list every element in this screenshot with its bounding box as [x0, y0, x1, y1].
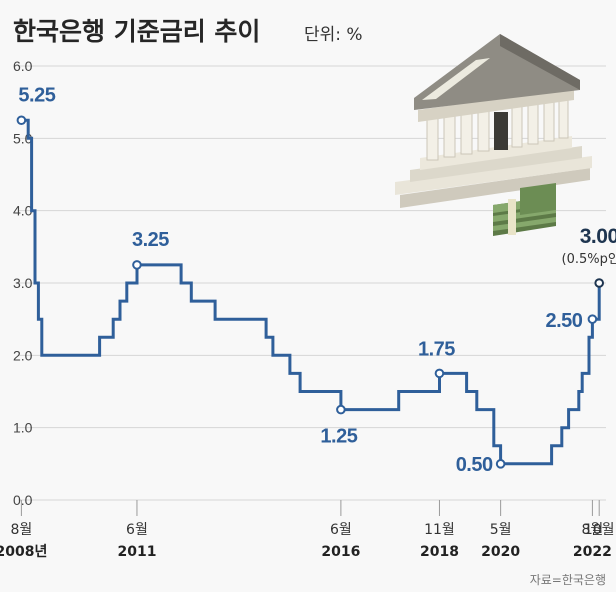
y-tick-label: 1.0	[13, 420, 33, 436]
data-label: 5.25	[18, 84, 55, 106]
source-label: 자료=한국은행	[530, 572, 606, 587]
data-point-marker	[587, 314, 598, 324]
x-tick-month: 10월	[584, 522, 615, 538]
data-point-marker	[495, 459, 506, 469]
data-label: 0.50	[456, 454, 493, 476]
annotation-labels: 5.25 3.25 1.25 1.75 0.50 2.50 3.00 (0.5%p인상)	[18, 84, 616, 476]
x-tick-year: 2018	[420, 544, 459, 560]
data-point-marker	[336, 404, 346, 415]
x-tick-year: 2016	[321, 544, 360, 560]
chart-title: 한국은행 기준금리 추이	[13, 17, 260, 46]
y-tick-label: 2.0	[13, 347, 33, 363]
annotation-markers	[16, 115, 605, 469]
y-axis-ticks: 0.01.02.03.04.05.06.0	[13, 58, 33, 508]
x-axis-guides	[20, 500, 600, 516]
data-label: 3.00	[580, 225, 616, 248]
y-tick-label: 6.0	[13, 58, 33, 74]
x-tick-year: 2020	[481, 544, 520, 560]
bank-building-icon	[395, 34, 592, 208]
y-tick-label: 0.0	[13, 492, 33, 508]
x-axis-ticks: 8월 2008년 6월 2011 6월 2016 11월 2018 5월 2020 8월 2022 10…	[0, 522, 615, 560]
y-tick-label: 4.0	[13, 203, 33, 219]
data-label: 3.25	[132, 229, 169, 251]
data-point-marker	[434, 368, 445, 379]
data-label: 2.50	[545, 310, 582, 332]
x-tick-month: 8월	[11, 522, 33, 538]
data-label: 1.75	[418, 338, 455, 360]
x-tick-month: 6월	[126, 522, 148, 538]
y-tick-label: 3.0	[13, 275, 33, 291]
x-tick-year: 2011	[117, 544, 156, 560]
x-tick-year: 2022	[573, 544, 612, 560]
money-stack-icon	[493, 183, 556, 236]
x-tick-month: 11월	[424, 522, 455, 538]
rate-series-line	[21, 118, 601, 466]
data-point-marker	[16, 115, 27, 126]
data-note: (0.5%p인상)	[562, 252, 616, 267]
gridlines	[18, 65, 606, 501]
x-tick-month: 5월	[490, 522, 512, 538]
x-tick-month: 6월	[330, 522, 352, 538]
data-point-marker	[132, 260, 142, 270]
data-label: 1.25	[320, 426, 357, 448]
unit-label: 단위: %	[304, 25, 363, 45]
data-point-marker	[594, 278, 605, 288]
x-tick-month: 8월	[582, 522, 604, 538]
x-tick-year: 2008년	[0, 544, 47, 560]
